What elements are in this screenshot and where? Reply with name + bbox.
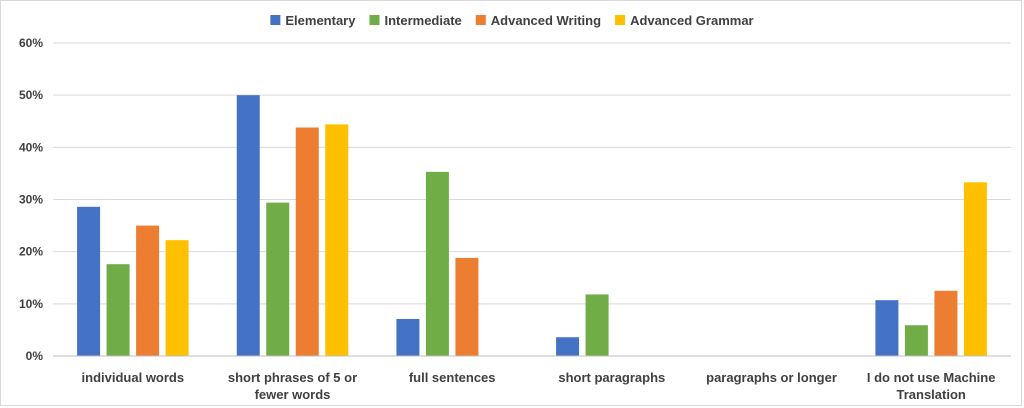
y-tick-label: 40% [19,140,43,154]
bar [934,290,958,356]
x-category-label-line: short paragraphs [558,370,665,385]
legend-swatch [615,15,626,25]
gridlines [53,42,1011,305]
x-category-label: short phrases of 5 or fewer words [228,370,357,402]
bar [295,127,319,356]
y-tick-label: 0% [26,349,44,363]
bar [904,325,928,356]
x-axis-category-labels: individual words short phrases of 5 or few… [82,370,996,402]
y-tick-label: 30% [19,193,43,207]
bar [585,294,609,356]
x-category-label-line: Translation [896,387,965,402]
x-category-label: full sentences [409,370,496,385]
x-category-label-line: short phrases of 5 or [228,370,357,385]
x-category-label-line: I do not use Machine [867,370,996,385]
bar [106,264,130,356]
y-tick-label: 20% [19,245,43,259]
y-axis-tick-labels: 0% 10% 20% 30% 40% 50% 60% [19,36,43,363]
bar [325,124,349,356]
bar [136,225,160,356]
bar [875,300,899,356]
legend-label: Elementary [285,13,356,28]
bar [236,95,260,357]
bar [963,182,987,356]
bar [266,202,290,356]
bar [165,240,189,356]
x-category-label: paragraphs or longer [706,370,837,385]
bar [455,257,479,356]
legend-swatch [475,15,486,25]
bar [396,318,420,356]
x-category-label-line: full sentences [409,370,496,385]
legend-swatch [270,15,281,25]
y-tick-label: 10% [19,297,43,311]
bar [77,206,101,356]
x-category-label: short paragraphs [558,370,665,385]
x-category-label: individual words [82,370,185,385]
x-category-label-line: individual words [82,370,185,385]
legend-label: Intermediate [384,13,461,28]
y-tick-label: 60% [19,36,43,50]
x-category-label: I do not use Machine Translation [867,370,996,402]
legend-label: Advanced Writing [491,13,601,28]
legend-swatch [369,15,380,25]
legend-label: Advanced Grammar [630,13,754,28]
x-category-label-line: paragraphs or longer [706,370,837,385]
y-tick-label: 50% [19,88,43,102]
bars [77,95,987,357]
bar [556,337,580,356]
legend: Elementary Intermediate Advanced Writing Ad… [270,13,754,28]
bar [425,171,449,356]
x-category-label-line: fewer words [255,387,331,402]
